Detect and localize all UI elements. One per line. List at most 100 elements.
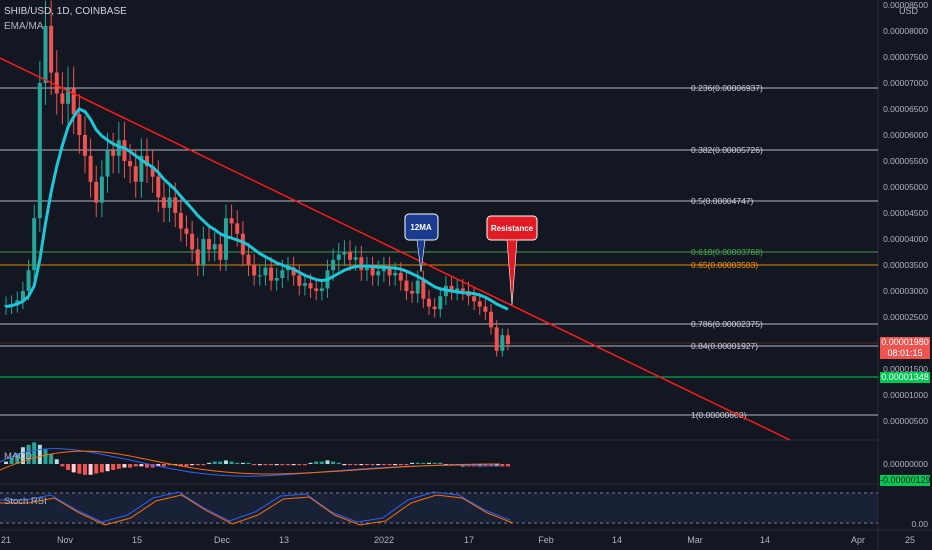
candle [167, 197, 172, 208]
resistance-callout: Resistance [486, 215, 538, 306]
macd-bar [308, 462, 313, 464]
signal-line [0, 450, 501, 475]
macd-bar [161, 464, 166, 467]
time-tick-label: 17 [464, 535, 474, 545]
candle [432, 306, 437, 310]
macd-bar [15, 453, 20, 464]
price-tick-label: 0.00006000 [883, 130, 928, 140]
candle [32, 218, 37, 271]
macd-bar [82, 464, 87, 475]
macd-bar [376, 464, 381, 466]
candle [229, 218, 234, 224]
candle [297, 275, 302, 286]
candle [235, 223, 240, 234]
macd-bar [116, 464, 121, 469]
ma-callout: 12MA [404, 213, 439, 273]
candle [15, 300, 20, 304]
macd-bar [122, 464, 127, 468]
indicator-label[interactable]: EMA/MA [4, 21, 44, 32]
macd-bar [415, 462, 420, 464]
time-tick-label: 21 [1, 535, 11, 545]
macd-bar [331, 461, 336, 464]
candle [376, 271, 381, 276]
macd-bar [252, 464, 257, 466]
current-price-badge: 0.00001980 08:01:15 [880, 337, 930, 359]
macd-bar [9, 458, 14, 464]
candle [116, 140, 121, 156]
currency-unit: USD [898, 6, 918, 16]
candle [139, 155, 144, 182]
current-price: 0.00001980 [881, 337, 929, 347]
macd-bar [223, 460, 228, 464]
macd-bar [398, 464, 403, 466]
price-tick-label: 0.00003000 [883, 286, 928, 296]
candle [218, 244, 223, 260]
macd-bar [280, 464, 285, 466]
candle [370, 267, 375, 276]
macd-bar [218, 461, 223, 464]
stoch-rsi-label: Stoch RSI [4, 496, 47, 507]
candle [20, 291, 25, 301]
candle [201, 239, 206, 265]
macd-bar [286, 464, 290, 466]
candle [336, 254, 341, 260]
support-badge: 0.00001348 [880, 372, 930, 383]
time-tick-label: Mar [687, 535, 703, 545]
candle [477, 301, 482, 307]
macd-bar [139, 464, 144, 467]
candle [427, 298, 431, 307]
macd-bar [207, 462, 212, 464]
candle [393, 272, 398, 276]
candle [161, 197, 166, 208]
macd-bar [427, 462, 431, 464]
macd-bar [263, 464, 268, 466]
candle [26, 270, 31, 291]
candle [71, 88, 76, 115]
time-tick-label: 14 [612, 535, 622, 545]
candle [280, 270, 285, 278]
candle [195, 249, 200, 265]
macd-bar [32, 442, 37, 464]
macd-bar [66, 464, 71, 470]
candle [455, 288, 460, 291]
macd-bar [26, 444, 31, 464]
macd-bar [150, 464, 155, 468]
macd-axis-label: 0.00000000 [883, 459, 928, 469]
time-tick-label: 25 [905, 535, 915, 545]
candle [257, 275, 262, 277]
macd-bar [404, 464, 409, 466]
macd-bar [88, 464, 93, 475]
macd-bar [77, 464, 82, 474]
candle [449, 285, 454, 291]
candle [94, 181, 99, 203]
macd-bar [145, 464, 149, 468]
time-tick-label: 13 [279, 535, 289, 545]
fib-label: 0.236(0.00006937) [691, 83, 763, 93]
macd-bar [500, 464, 505, 467]
macd-bar [99, 464, 104, 473]
macd-bar [167, 464, 172, 466]
candle [128, 161, 133, 167]
candle [274, 278, 279, 281]
candle [494, 327, 499, 351]
candle [500, 335, 505, 351]
macd-bar [178, 464, 183, 467]
macd-bar [43, 449, 48, 464]
macd-bar [212, 461, 217, 464]
fib-label: 0.65(0.00003503) [691, 260, 758, 270]
candle [99, 176, 104, 203]
macd-bar [381, 464, 386, 466]
macd-label: MACD [4, 451, 32, 462]
macd-bar [240, 462, 245, 464]
candle-countdown: 08:01:15 [887, 348, 923, 358]
candle [60, 93, 65, 104]
price-axis [878, 0, 932, 550]
macd-bar [297, 464, 302, 466]
candle [37, 83, 42, 219]
macd-bar [494, 464, 499, 467]
macd-bar [410, 462, 415, 464]
candle [212, 244, 217, 250]
macd-bar [314, 461, 319, 464]
macd-bar [111, 464, 116, 470]
